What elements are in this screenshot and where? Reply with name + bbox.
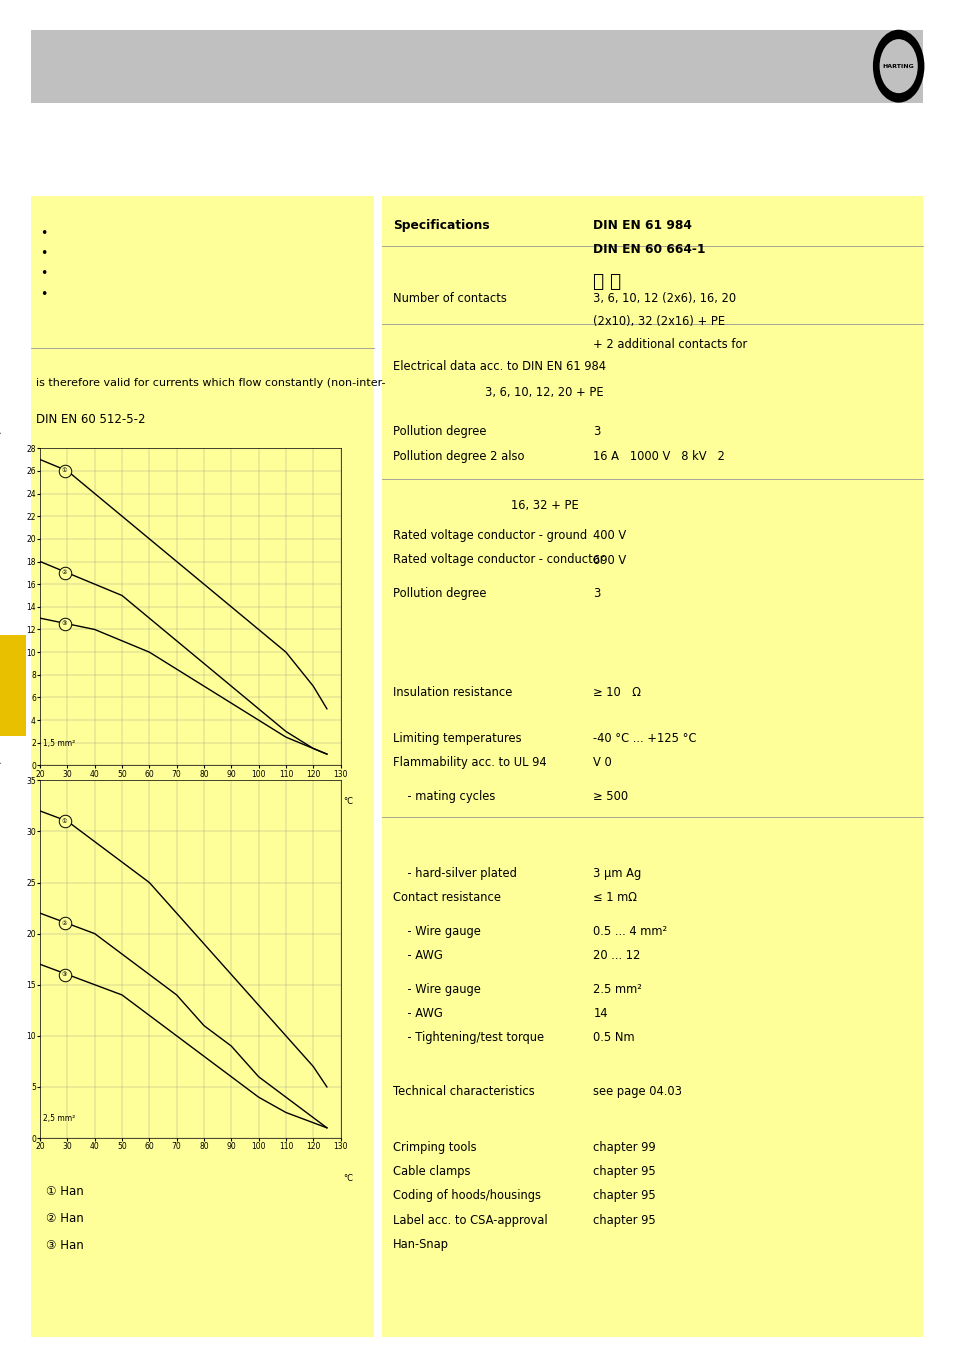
Text: Flammability acc. to UL 94: Flammability acc. to UL 94 — [393, 756, 546, 770]
Bar — [381, 196, 923, 1336]
Text: Crimping tools: Crimping tools — [393, 1141, 476, 1154]
Bar — [30, 196, 374, 1336]
Text: 0.5 Nm: 0.5 Nm — [593, 1031, 635, 1045]
Text: chapter 95: chapter 95 — [593, 1189, 656, 1203]
Text: 2.5 mm²: 2.5 mm² — [593, 983, 641, 996]
Text: DIN EN 61 984: DIN EN 61 984 — [593, 219, 692, 232]
Text: 16 A   1000 V   8 kV   2: 16 A 1000 V 8 kV 2 — [593, 450, 724, 463]
Text: Coding of hoods/housings: Coding of hoods/housings — [393, 1189, 540, 1203]
Text: - hard-silver plated: - hard-silver plated — [393, 867, 517, 880]
Text: (2x10), 32 (2x16) + PE: (2x10), 32 (2x16) + PE — [593, 315, 724, 328]
Text: ②: ② — [62, 921, 68, 926]
Text: ①: ① — [62, 818, 68, 824]
Text: °C: °C — [343, 1174, 354, 1183]
Text: 16, 32 + PE: 16, 32 + PE — [510, 500, 578, 513]
Text: see page 04.03: see page 04.03 — [593, 1085, 681, 1099]
Text: 1,5 mm²: 1,5 mm² — [43, 740, 75, 748]
Text: - Wire gauge: - Wire gauge — [393, 983, 480, 996]
Text: -40 °C ... +125 °C: -40 °C ... +125 °C — [593, 732, 696, 745]
Text: Insulation resistance: Insulation resistance — [393, 686, 512, 699]
Text: •: • — [40, 227, 48, 240]
Text: 14: 14 — [593, 1007, 607, 1021]
Text: ①: ① — [62, 468, 68, 474]
Text: Label acc. to CSA-approval: Label acc. to CSA-approval — [393, 1214, 547, 1227]
Text: - AWG: - AWG — [393, 949, 442, 963]
Text: 20 ... 12: 20 ... 12 — [593, 949, 640, 963]
Text: chapter 95: chapter 95 — [593, 1165, 656, 1179]
Text: •: • — [40, 267, 48, 281]
Text: Electrical data acc. to DIN EN 61 984: Electrical data acc. to DIN EN 61 984 — [393, 360, 605, 374]
Circle shape — [879, 39, 917, 93]
Text: 3: 3 — [593, 587, 600, 601]
Text: 3 μm Ag: 3 μm Ag — [593, 867, 641, 880]
Text: Rated voltage conductor - conductor: Rated voltage conductor - conductor — [393, 554, 604, 567]
Text: ② Han: ② Han — [46, 1212, 84, 1226]
Text: + 2 additional contacts for: + 2 additional contacts for — [593, 338, 747, 351]
Text: chapter 99: chapter 99 — [593, 1141, 656, 1154]
Text: ≤ 1 mΩ: ≤ 1 mΩ — [593, 891, 637, 904]
Text: - Wire gauge: - Wire gauge — [393, 925, 480, 938]
Text: Han-Snap: Han-Snap — [393, 1238, 449, 1251]
Text: ②: ② — [62, 570, 68, 575]
Text: Specifications: Specifications — [393, 219, 489, 232]
Text: °C: °C — [343, 796, 354, 806]
Bar — [30, 30, 923, 103]
Text: HARTING: HARTING — [882, 63, 914, 69]
Text: Ⓛ Ⓜ: Ⓛ Ⓜ — [593, 273, 620, 290]
Text: Pollution degree 2 also: Pollution degree 2 also — [393, 450, 524, 463]
Text: Number of contacts: Number of contacts — [393, 292, 506, 305]
Text: - Tightening/test torque: - Tightening/test torque — [393, 1031, 543, 1045]
Text: Contact resistance: Contact resistance — [393, 891, 500, 904]
Text: is therefore valid for currents which flow constantly (non-inter-: is therefore valid for currents which fl… — [36, 378, 385, 387]
Text: 3: 3 — [593, 425, 600, 439]
Text: chapter 95: chapter 95 — [593, 1214, 656, 1227]
Text: Pollution degree: Pollution degree — [393, 425, 486, 439]
Text: Rated voltage conductor - ground: Rated voltage conductor - ground — [393, 529, 586, 543]
Text: 3, 6, 10, 12 (2x6), 16, 20: 3, 6, 10, 12 (2x6), 16, 20 — [593, 292, 736, 305]
Circle shape — [872, 30, 923, 103]
Text: V 0: V 0 — [593, 756, 612, 770]
Text: ≥ 500: ≥ 500 — [593, 790, 628, 803]
Text: DIN EN 60 512-5-2: DIN EN 60 512-5-2 — [36, 413, 146, 427]
Text: 690 V: 690 V — [593, 554, 626, 567]
Text: ≥ 10 Ω: ≥ 10 Ω — [593, 686, 640, 699]
Text: Cable clamps: Cable clamps — [393, 1165, 470, 1179]
Text: •: • — [40, 247, 48, 261]
Text: ③: ③ — [62, 972, 68, 977]
Text: •: • — [40, 288, 48, 301]
Text: - mating cycles: - mating cycles — [393, 790, 495, 803]
Text: ① Han: ① Han — [46, 1185, 84, 1199]
Text: ③: ③ — [62, 621, 68, 626]
Text: 0.5 ... 4 mm²: 0.5 ... 4 mm² — [593, 925, 667, 938]
Text: 3, 6, 10, 12, 20 + PE: 3, 6, 10, 12, 20 + PE — [485, 386, 603, 400]
Bar — [0, 634, 26, 736]
Text: 2,5 mm²: 2,5 mm² — [43, 1114, 75, 1123]
Text: 400 V: 400 V — [593, 529, 626, 543]
Text: Pollution degree: Pollution degree — [393, 587, 486, 601]
Text: - AWG: - AWG — [393, 1007, 442, 1021]
Text: Technical characteristics: Technical characteristics — [393, 1085, 535, 1099]
Text: DIN EN 60 664-1: DIN EN 60 664-1 — [593, 243, 705, 256]
Text: ③ Han: ③ Han — [46, 1239, 84, 1253]
Text: Limiting temperatures: Limiting temperatures — [393, 732, 521, 745]
